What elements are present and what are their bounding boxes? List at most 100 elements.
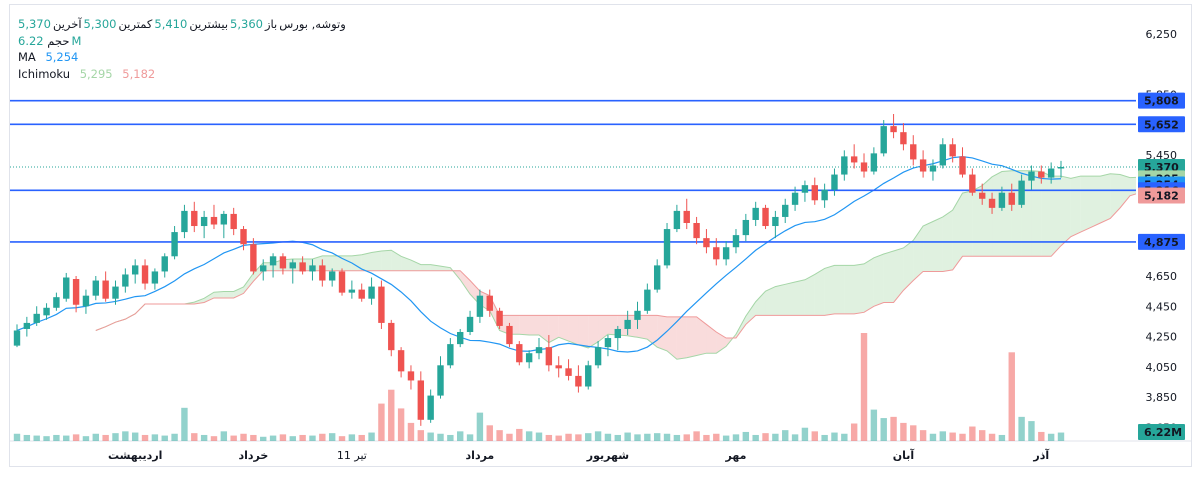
candle-body (821, 189, 828, 201)
candle-body (82, 295, 90, 307)
symbol-title[interactable]: وتوشه, بورس (279, 17, 346, 31)
cloud-segment (204, 292, 214, 303)
volume-bar (358, 434, 365, 441)
cloud-segment (775, 284, 786, 316)
ichimoku-row[interactable]: Ichimoku 5,295 5,182 (18, 66, 348, 83)
volume-bar (703, 434, 710, 441)
volume-bar (811, 431, 818, 441)
candle-body (653, 265, 661, 290)
volume-bar (722, 435, 730, 441)
cloud-segment (952, 193, 963, 270)
horizontal-lines[interactable] (10, 99, 1136, 243)
ma-label: MA (18, 50, 36, 64)
volume-bar (713, 433, 720, 441)
candle-body (328, 271, 336, 281)
candle-body (63, 277, 70, 299)
volume-bar (427, 432, 434, 441)
cloud-segment (1061, 176, 1071, 246)
price-tag-label: 5,182 (1144, 189, 1179, 202)
low-label: کمترین (118, 17, 153, 31)
cloud-segment (893, 247, 904, 303)
candlesticks[interactable] (13, 114, 1065, 426)
cloud-segment (883, 251, 894, 303)
volume-bar (604, 433, 612, 441)
time-axis-label: اردیبهشت (108, 449, 162, 462)
time-axis-label: آذر (1032, 448, 1049, 462)
time-axis-label: 11 تیر (337, 449, 367, 462)
candle-body (358, 289, 365, 299)
candle-body (1008, 192, 1015, 205)
volume-bar (328, 433, 336, 441)
cloud-segment (1041, 171, 1052, 257)
cloud-segment (568, 315, 579, 345)
candle-body (594, 347, 602, 366)
candle-body (506, 325, 513, 345)
candle-body (260, 265, 267, 272)
volume-bar (250, 434, 257, 441)
volume-row[interactable]: حجم 6.22M (18, 33, 348, 50)
volume-bar (762, 433, 769, 441)
volume-bar (1038, 431, 1045, 441)
volume-bar (870, 409, 878, 441)
volume-bar (929, 433, 937, 441)
cloud-segment (804, 274, 815, 316)
candle-body (644, 289, 651, 311)
cloud-segment (726, 334, 736, 347)
volume-bar (92, 433, 99, 441)
price-tag (1138, 233, 1185, 250)
volume-bar (565, 433, 572, 441)
price-tags: 5,8085,6525,3705,2955,2545,2165,1824,875… (1138, 92, 1185, 440)
cloud-segment (381, 250, 392, 271)
volume-bar (831, 432, 838, 441)
cloud-segment (460, 270, 471, 295)
time-axis[interactable]: اردیبهشت خرداد 11 تیر مرداد شهریور مهر آبان آذر (108, 448, 1049, 462)
candle-body (1018, 180, 1025, 205)
volume-bar (260, 436, 267, 441)
cloud-segment (1031, 170, 1042, 257)
cloud-segment (1001, 170, 1012, 257)
candle-body (535, 347, 543, 354)
ma-row[interactable]: MA 5,254 (18, 49, 348, 66)
cloud-segment (814, 268, 825, 316)
cloud-segment (834, 265, 845, 314)
candle-body (338, 271, 346, 293)
cloud-segment (676, 316, 687, 360)
cloud-segment (371, 251, 382, 271)
price-tick-label: 6,250 (1146, 28, 1178, 41)
candle-body (240, 229, 247, 245)
candle-body (466, 316, 474, 332)
volume-bar (663, 433, 671, 441)
candle-body (1057, 166, 1065, 169)
candle-body (92, 280, 99, 296)
ichimoku-label: Ichimoku (18, 66, 71, 81)
cloud-segment (539, 315, 549, 343)
candle-body (791, 192, 799, 205)
cloud-segment (903, 240, 914, 291)
candle-body (939, 144, 947, 166)
cloud-segment (932, 216, 943, 272)
volume-bar (171, 433, 178, 441)
volume-bar (309, 435, 316, 441)
volume-bar (673, 434, 681, 441)
candle-body (831, 174, 838, 190)
candle-body (713, 247, 720, 260)
volume-bar (1018, 416, 1025, 441)
price-tick-label: 4,050 (1146, 361, 1178, 374)
volume-bar (338, 436, 346, 441)
volume-bar (782, 430, 789, 441)
volume-bar (772, 433, 779, 441)
candle-body (841, 156, 848, 175)
candle-body (250, 244, 257, 272)
cloud-segment (864, 257, 874, 313)
cloud-segment (706, 324, 717, 354)
price-tag (1138, 116, 1185, 133)
candle-body (388, 322, 395, 351)
volume-bar (801, 427, 809, 441)
volume-tag-label: 6.22M (1144, 426, 1182, 439)
volume-bar (683, 434, 690, 441)
candle-body (1028, 171, 1035, 181)
candle-body (299, 262, 306, 272)
volume-bar (752, 434, 759, 441)
senkou-span-b (95, 193, 1136, 339)
